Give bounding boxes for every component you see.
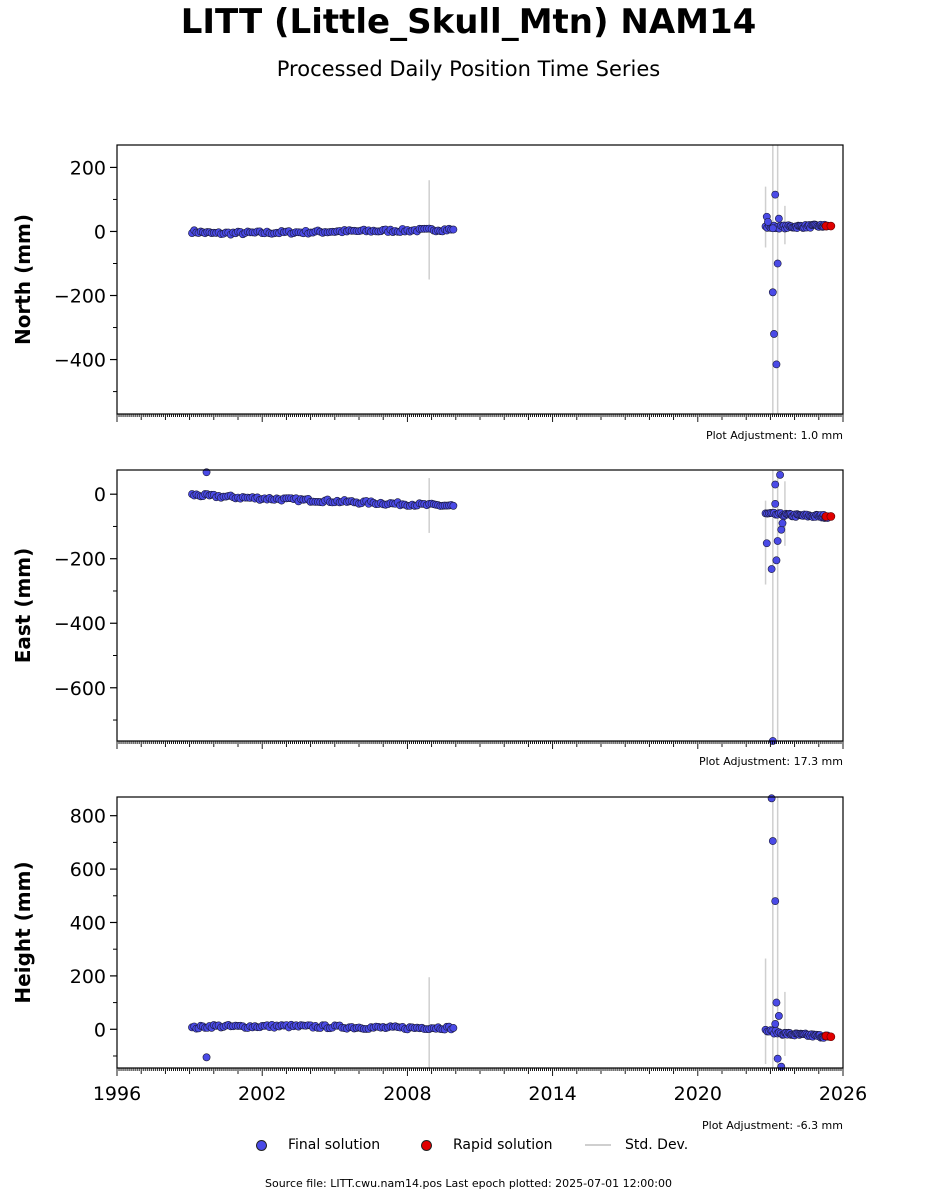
final-solution-marker-icon: [256, 1139, 267, 1151]
final-solution-outlier: [771, 190, 780, 199]
final-solution-point: [449, 1024, 458, 1032]
final-solution-outlier: [771, 1020, 780, 1028]
y-tick-label: 400: [70, 912, 106, 934]
std-dev-line-icon: [585, 1144, 611, 1146]
legend-item-rapid: Rapid solution: [421, 1137, 553, 1153]
y-tick-label: −600: [54, 678, 106, 700]
final-solution-outlier: [768, 224, 777, 233]
final-solution-outlier: [773, 537, 782, 545]
rapid-solution-point: [826, 1032, 836, 1042]
final-solution-outlier: [770, 330, 778, 338]
chart-subtitle: Processed Daily Position Time Series: [276, 57, 661, 81]
y-tick-label: −200: [54, 286, 106, 308]
final-solution-point: [449, 225, 458, 234]
final-solution-outlier: [778, 519, 787, 528]
final-solution-outlier: [773, 1054, 782, 1063]
final-solution-outlier: [772, 556, 781, 565]
final-solution-outlier: [772, 998, 781, 1007]
y-tick-label: 0: [94, 484, 106, 506]
final-solution-outlier: [771, 897, 780, 906]
source-footer: Source file: LITT.cwu.nam14.pos Last epo…: [265, 1177, 672, 1190]
panel-2: 0 −200 −400 −600 East (mm) Plot Adjustment: 1…: [11, 468, 844, 768]
y-tick-label: 0: [94, 1019, 106, 1041]
final-solution-outlier: [767, 565, 776, 573]
panel-3: 800 600 400 200 0 1996 2002 2008 2014 2020 2026 Hei…: [11, 794, 867, 1132]
legend-label-final: Final solution: [288, 1137, 381, 1153]
final-solution-outlier: [773, 259, 782, 268]
final-solution-outlier: [777, 525, 786, 534]
final-solution-outlier: [768, 288, 777, 297]
rapid-solution-point: [826, 512, 836, 521]
final-solution-outlier: [774, 1012, 783, 1020]
y-tick-label: −200: [54, 549, 106, 571]
legend-label-std: Std. Dev.: [625, 1137, 689, 1153]
y-tick-label: 200: [70, 966, 106, 988]
y-tick-label: 800: [70, 806, 106, 828]
y-tick-label: 600: [70, 859, 106, 881]
final-solution-outlier: [202, 1053, 211, 1062]
y-tick-label: −400: [54, 350, 106, 372]
chart-title: LITT (Little_Skull_Mtn) NAM14: [180, 2, 757, 42]
final-solution-outlier: [772, 360, 781, 369]
y-tick-label: 0: [94, 221, 106, 243]
final-solution-outlier: [762, 539, 771, 548]
y-tick-label: 200: [70, 157, 106, 179]
final-solution-outlier: [764, 217, 772, 226]
y-axis-label: East (mm): [11, 548, 35, 664]
legend-label-rapid: Rapid solution: [453, 1137, 553, 1153]
panel-1: 200 0 −200 −400 North (mm) Plot Adjustment: 1…: [11, 144, 844, 442]
legend-item-std: Std. Dev.: [585, 1137, 688, 1153]
legend-item-final: Final solution: [256, 1137, 380, 1153]
final-solution-outlier: [771, 480, 780, 489]
plot-adjustment-note: Plot Adjustment: 17.3 mm: [699, 755, 843, 768]
x-tick-label: 1996: [93, 1083, 141, 1105]
final-solution-outlier: [767, 794, 776, 803]
x-tick-label: 2020: [674, 1083, 722, 1105]
plot-frame: [116, 469, 844, 742]
y-axis-label: North (mm): [11, 214, 35, 345]
final-solution-outlier: [771, 499, 780, 508]
x-tick-label: 2002: [238, 1083, 286, 1105]
rapid-solution-point: [826, 221, 836, 231]
rapid-solution-marker-icon: [421, 1139, 432, 1151]
plot-frame: [116, 144, 844, 415]
final-solution-point: [449, 501, 458, 510]
x-tick-label: 2014: [528, 1083, 576, 1105]
legend: Final solution Rapid solution Std. Dev.: [0, 1137, 937, 1159]
final-solution-outlier: [776, 470, 784, 479]
final-solution-outlier: [774, 214, 783, 223]
x-tick-label: 2026: [819, 1083, 867, 1105]
x-tick-label: 2008: [383, 1083, 431, 1105]
final-solution-outlier: [768, 837, 777, 845]
y-axis-label: Height (mm): [11, 861, 35, 1003]
plot-adjustment-note: Plot Adjustment: 1.0 mm: [706, 429, 843, 442]
y-tick-label: −400: [54, 613, 106, 635]
plot-adjustment-note: Plot Adjustment: -6.3 mm: [702, 1119, 843, 1132]
